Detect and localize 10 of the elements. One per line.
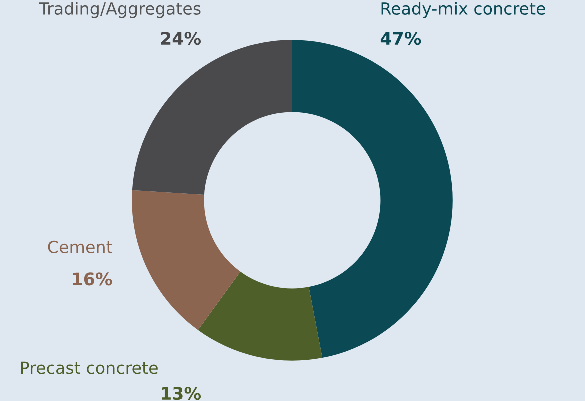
data-label: 16% (73, 272, 112, 286)
data-label: 24% (161, 32, 202, 46)
donut-slice (198, 272, 323, 361)
donut-slice (132, 190, 241, 330)
slice-label: Cement (48, 240, 112, 254)
slice-label: Precast concrete (21, 362, 158, 374)
data-label: 13% (162, 387, 202, 400)
slice-label: Ready-mix concrete (382, 2, 546, 18)
slice-label: Trading/Aggregates (39, 2, 201, 18)
data-label: 47% (380, 32, 422, 46)
